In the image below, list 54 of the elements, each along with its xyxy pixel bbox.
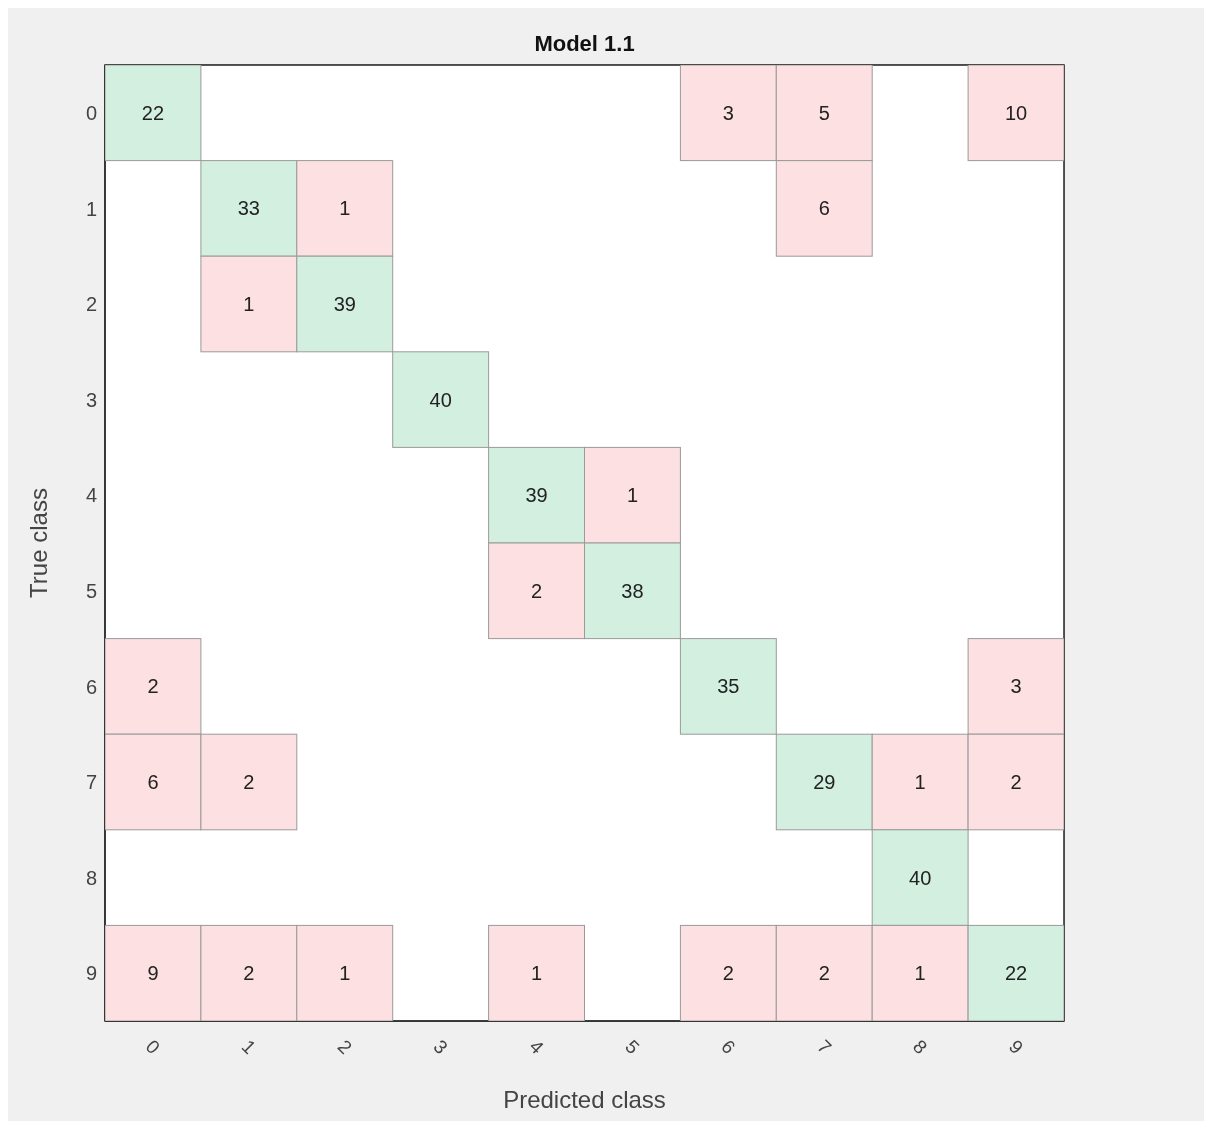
data-label: 2 xyxy=(818,962,830,985)
x-tick-label: 1 xyxy=(237,1035,261,1059)
y-tick-label: 9 xyxy=(85,962,97,985)
data-label: 3 xyxy=(1010,675,1022,698)
data-label: 5 xyxy=(818,101,830,124)
y-tick-label: 8 xyxy=(85,866,97,889)
chart-title: Model 1.1 xyxy=(534,31,635,56)
data-label: 38 xyxy=(621,579,644,602)
data-label: 10 xyxy=(1004,101,1028,124)
x-tick-label: 7 xyxy=(813,1035,836,1059)
x-tick-label: 3 xyxy=(429,1035,452,1059)
x-tick-label: 8 xyxy=(908,1035,932,1059)
y-tick-label: 0 xyxy=(85,101,97,124)
x-tick-label: 5 xyxy=(621,1035,644,1059)
y-tick-label: 2 xyxy=(85,293,97,316)
y-axis-title: True class xyxy=(24,488,52,598)
data-label: 1 xyxy=(339,962,351,985)
data-label: 6 xyxy=(818,197,830,220)
data-label: 22 xyxy=(1004,962,1028,985)
x-tick-label: 6 xyxy=(717,1035,740,1059)
data-label: 1 xyxy=(339,197,351,220)
data-label: 2 xyxy=(147,675,159,698)
x-tick-label: 2 xyxy=(333,1035,356,1059)
data-label: 39 xyxy=(525,484,548,507)
data-label: 40 xyxy=(429,388,452,411)
data-label: 40 xyxy=(909,866,932,889)
data-label: 2 xyxy=(243,962,255,985)
data-label: 1 xyxy=(530,962,543,985)
data-label: 39 xyxy=(333,293,356,315)
data-label: 2 xyxy=(243,771,255,793)
x-axis-title: Predicted class xyxy=(503,1086,666,1113)
data-label: 2 xyxy=(1010,771,1022,793)
y-tick-label: 3 xyxy=(85,388,97,411)
x-tick-label: 9 xyxy=(1004,1035,1028,1059)
data-label: 1 xyxy=(914,771,926,793)
x-tick-label: 0 xyxy=(141,1035,165,1059)
y-tick-label: 7 xyxy=(85,771,97,794)
data-label: 35 xyxy=(717,675,740,698)
data-label: 22 xyxy=(141,101,165,124)
data-label: 1 xyxy=(914,962,926,985)
data-label: 9 xyxy=(147,962,159,985)
data-label: 33 xyxy=(237,197,260,220)
data-label: 6 xyxy=(147,771,159,793)
data-label: 2 xyxy=(530,579,543,602)
data-label: 3 xyxy=(722,101,734,124)
data-label: 1 xyxy=(243,293,255,315)
x-tick-label: 4 xyxy=(525,1035,549,1059)
data-label: 1 xyxy=(626,484,639,507)
data-label: 29 xyxy=(813,771,836,793)
y-tick-label: 6 xyxy=(85,675,97,698)
data-label: 2 xyxy=(722,962,734,985)
y-tick-label: 4 xyxy=(85,484,97,507)
y-tick-label: 5 xyxy=(85,579,97,602)
y-tick-label: 1 xyxy=(85,197,97,220)
